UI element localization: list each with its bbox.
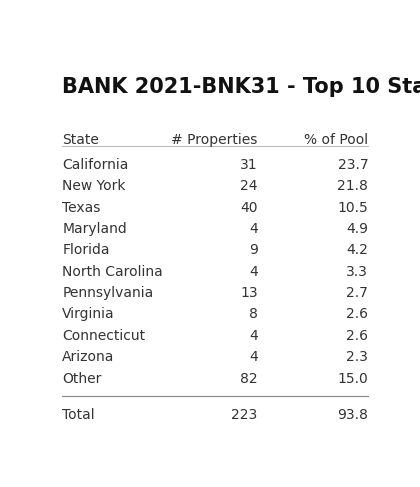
Text: Maryland: Maryland (62, 222, 127, 236)
Text: 93.8: 93.8 (337, 408, 368, 422)
Text: % of Pool: % of Pool (304, 133, 368, 148)
Text: 31: 31 (240, 158, 257, 172)
Text: Connecticut: Connecticut (62, 329, 145, 343)
Text: 10.5: 10.5 (338, 201, 368, 215)
Text: Arizona: Arizona (62, 350, 115, 364)
Text: 2.3: 2.3 (346, 350, 368, 364)
Text: 23.7: 23.7 (338, 158, 368, 172)
Text: 4.2: 4.2 (346, 244, 368, 257)
Text: 223: 223 (231, 408, 257, 422)
Text: 4: 4 (249, 222, 257, 236)
Text: 21.8: 21.8 (337, 179, 368, 193)
Text: California: California (62, 158, 129, 172)
Text: 9: 9 (249, 244, 257, 257)
Text: 8: 8 (249, 307, 257, 321)
Text: 3.3: 3.3 (346, 265, 368, 279)
Text: North Carolina: North Carolina (62, 265, 163, 279)
Text: # Properties: # Properties (171, 133, 257, 148)
Text: 2.6: 2.6 (346, 307, 368, 321)
Text: 13: 13 (240, 286, 257, 300)
Text: Total: Total (62, 408, 95, 422)
Text: 24: 24 (240, 179, 257, 193)
Text: New York: New York (62, 179, 126, 193)
Text: BANK 2021-BNK31 - Top 10 States: BANK 2021-BNK31 - Top 10 States (62, 77, 420, 97)
Text: Other: Other (62, 372, 102, 386)
Text: State: State (62, 133, 99, 148)
Text: Pennsylvania: Pennsylvania (62, 286, 154, 300)
Text: 4.9: 4.9 (346, 222, 368, 236)
Text: Texas: Texas (62, 201, 101, 215)
Text: Florida: Florida (62, 244, 110, 257)
Text: 2.6: 2.6 (346, 329, 368, 343)
Text: Virginia: Virginia (62, 307, 115, 321)
Text: 40: 40 (240, 201, 257, 215)
Text: 4: 4 (249, 329, 257, 343)
Text: 82: 82 (240, 372, 257, 386)
Text: 4: 4 (249, 265, 257, 279)
Text: 2.7: 2.7 (346, 286, 368, 300)
Text: 4: 4 (249, 350, 257, 364)
Text: 15.0: 15.0 (338, 372, 368, 386)
